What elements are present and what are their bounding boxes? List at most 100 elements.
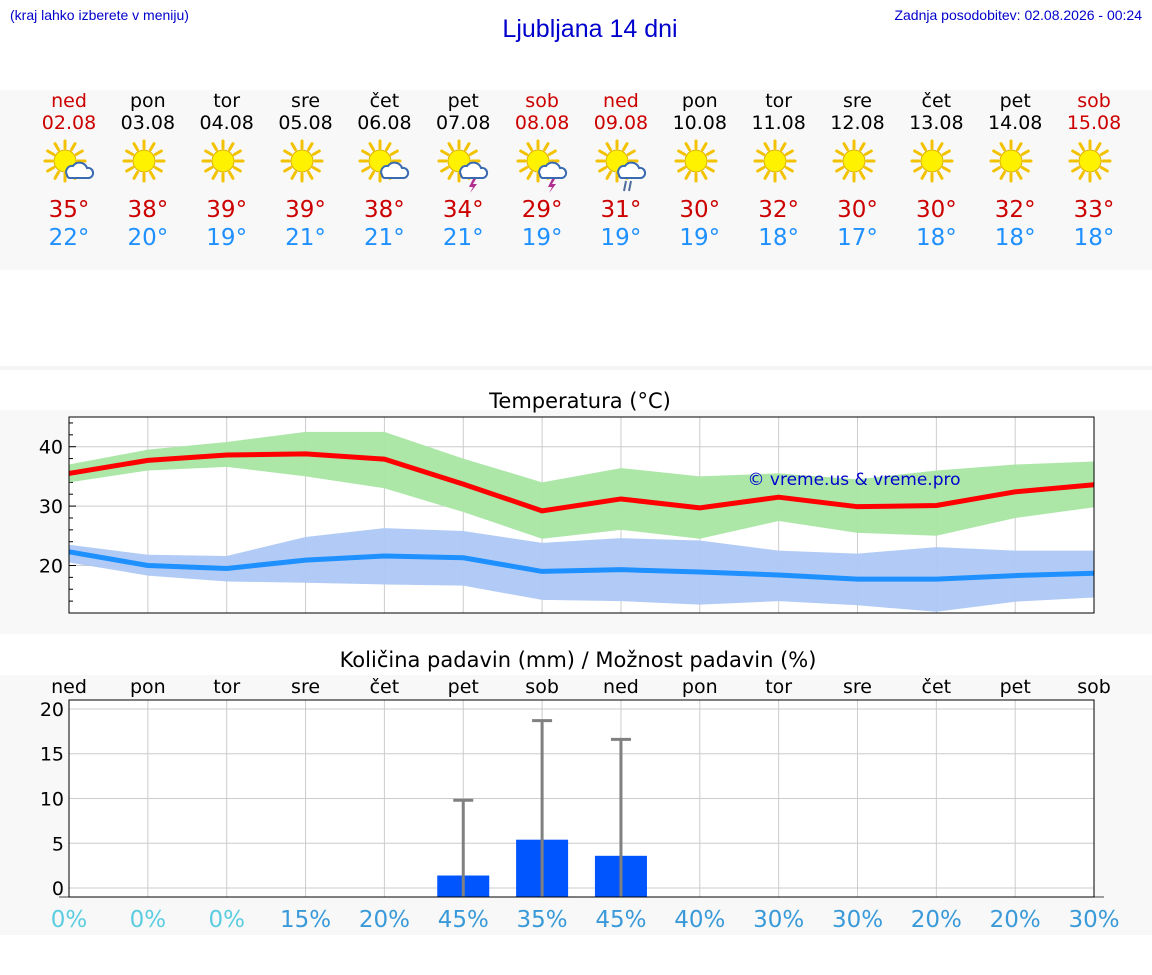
max-temperature: 31° (600, 197, 642, 223)
min-temperature-point (620, 569, 622, 571)
day-column: sre 12.08 30° 17° (818, 90, 898, 252)
temperature-chart: Temperatura (°C) 20 30 40 © vreme.us & vreme… (39, 389, 1095, 614)
min-temperature: 19° (600, 225, 642, 251)
max-temperature: 35° (48, 197, 90, 223)
max-temperature-point (541, 510, 543, 512)
min-temperature: 18° (915, 225, 957, 251)
day-name: tor (765, 90, 793, 112)
sun-icon (266, 134, 346, 196)
day-date: 07.08 (436, 112, 491, 134)
x-category-label: tor (765, 676, 792, 698)
day-date: 04.08 (199, 112, 254, 134)
spacer-band (0, 270, 1152, 370)
max-temperature-point (620, 498, 622, 500)
min-temperature: 21° (364, 225, 405, 251)
max-temperature: 39° (206, 197, 248, 223)
day-date: 09.08 (593, 112, 649, 134)
max-temperature-point (305, 453, 307, 455)
day-date: 13.08 (909, 112, 964, 134)
precipitation-probability: 30% (753, 907, 804, 933)
sun-icon (975, 134, 1055, 196)
day-name: pet (447, 90, 479, 112)
forecast-band (0, 90, 1152, 270)
min-temperature-point (778, 574, 780, 576)
x-category-label: sre (291, 676, 320, 698)
plot-border (68, 699, 1095, 898)
min-temperature-point (226, 567, 228, 569)
x-category-label: sre (843, 676, 872, 698)
watermark: © vreme.us & vreme.pro (747, 470, 960, 490)
min-temperature-point (935, 578, 937, 580)
max-temperature-point (699, 507, 701, 509)
day-date: 10.08 (672, 112, 727, 134)
min-temperature: 18° (994, 225, 1036, 251)
precipitation-probability: 20% (359, 907, 410, 933)
max-range-band (69, 431, 1095, 539)
min-temperature: 19° (521, 225, 563, 251)
precipitation-probability: 20% (911, 907, 962, 933)
max-temperature: 32° (994, 197, 1036, 223)
precipitation-probability: 45% (438, 907, 489, 933)
max-temperature-point (226, 454, 228, 456)
day-column: sob 08.08 29° 19° (502, 90, 582, 252)
x-category-label: pon (682, 676, 718, 698)
sun-icon (108, 134, 188, 196)
max-temperature-point (383, 458, 385, 460)
last-updated: Zadnja posodobitev: 02.08.2026 - 00:24 (894, 7, 1142, 23)
max-temperature: 30° (915, 197, 957, 223)
sun-storm-icon (502, 134, 582, 196)
sun-icon (1054, 134, 1134, 196)
day-date: 11.08 (751, 112, 806, 134)
day-column: sre 05.08 39° 21° (266, 90, 346, 252)
sun-icon (896, 134, 976, 196)
x-category-label: tor (213, 676, 240, 698)
day-name: ned (51, 90, 87, 112)
y-tick-label: 20 (40, 699, 64, 721)
day-date: 12.08 (830, 112, 885, 134)
day-name: čet (369, 90, 400, 112)
max-temperature-line (68, 451, 1095, 514)
y-tick-label: 30 (39, 496, 63, 518)
y-tick-label: 20 (39, 555, 63, 577)
divider (0, 366, 1152, 370)
min-temperature: 20° (127, 225, 169, 251)
max-temperature-point (778, 496, 780, 498)
sun-icon (187, 134, 267, 196)
x-category-label: ned (51, 676, 87, 698)
precipitation-probability: 45% (595, 907, 646, 933)
max-temperature: 39° (285, 197, 326, 223)
x-category-label: sob (1077, 676, 1111, 698)
y-tick-label: 40 (39, 437, 63, 459)
max-temperature: 38° (127, 197, 169, 223)
sun-icon (818, 134, 898, 196)
max-temperature-point (857, 506, 858, 508)
day-column: pon 10.08 30° 19° (660, 90, 740, 252)
page-title: Ljubljana 14 dni (502, 15, 678, 43)
min-temperature-point (305, 559, 307, 561)
sun-icon (739, 134, 819, 196)
min-temperature: 17° (837, 225, 878, 251)
precipitation-probability: 35% (517, 907, 568, 933)
min-temperature-point (147, 564, 149, 566)
min-temperature-point (699, 571, 701, 573)
precipitation-probability: 30% (832, 907, 883, 933)
chart-title: Temperatura (°C) (488, 389, 671, 413)
forecast-days: ned 02.08 35° 22° pon 03.08 38° 20° tor 04.08 39° 1… (0, 90, 1152, 270)
sun-storm-icon (423, 134, 503, 196)
day-column: tor 11.08 32° 18° (739, 90, 819, 252)
day-column: čet 06.08 38° 21° (344, 90, 424, 252)
x-category-label: čet (370, 676, 400, 698)
max-temperature: 29° (521, 197, 563, 223)
sun-cloud-icon (344, 134, 424, 196)
region-note[interactable]: (kraj lahko izberete v meniju) (10, 7, 189, 23)
day-column: ned 09.08 31° 19° (581, 90, 661, 252)
max-temperature: 30° (837, 197, 878, 223)
day-name: čet (921, 90, 952, 112)
day-column: pet 07.08 34° 21° (423, 90, 503, 252)
min-temperature-point (857, 578, 858, 580)
day-date: 14.08 (987, 112, 1043, 134)
min-temperature-point (541, 570, 543, 572)
precipitation-probability: 20% (990, 907, 1041, 933)
max-temperature-point (147, 459, 149, 461)
day-name: pet (999, 90, 1031, 112)
